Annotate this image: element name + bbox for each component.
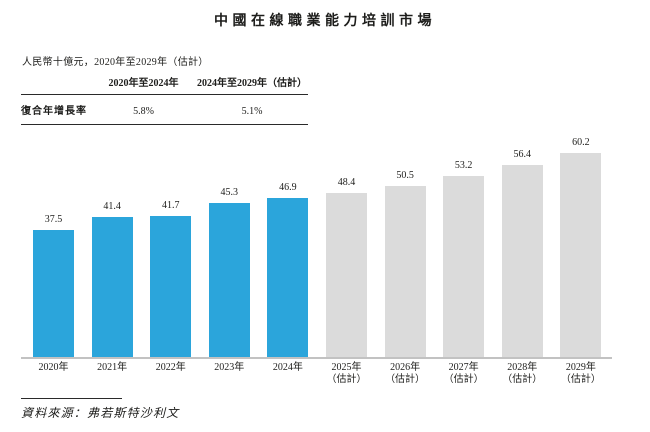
- bar-column: 60.2: [560, 137, 602, 358]
- bar-value-label: 60.2: [572, 137, 590, 148]
- category-label: 2024年: [272, 362, 303, 373]
- bar-actual: [150, 216, 192, 358]
- category-label: 2023年: [214, 362, 245, 373]
- category-label: 2026年 （估計）: [385, 362, 426, 385]
- page-title: 中國在線職業能力培訓市場: [214, 14, 436, 29]
- bar-value-label: 41.7: [161, 200, 180, 211]
- bar-actual: [208, 203, 250, 358]
- bar-column: 48.4: [325, 177, 367, 358]
- bar-chart-bars: 37.5 41.4 41.7 45.3 46.9 48.4 50.5 53.2 56.4 60.2: [33, 137, 602, 358]
- chart-subtitle: 人民幣十億元，2020年至2029年（估計）: [22, 57, 209, 68]
- bar-column: 41.4: [91, 201, 133, 358]
- cagr-table-header-row: 2020年至2024年 2024年至2029年（估計）: [21, 74, 308, 95]
- cagr-table: 2020年至2024年 2024年至2029年（估計） 復合年增長率 5.8% …: [21, 74, 308, 125]
- category-label: 2028年 （估計）: [502, 362, 543, 385]
- cagr-value-2024-2029: 5.1%: [241, 106, 263, 117]
- bar-value-label: 50.5: [396, 170, 414, 181]
- bar-value-label: 53.2: [454, 160, 473, 171]
- bar-chart-categories: 2020年 2021年 2022年 2023年 2024年 2025年 （估計） 2026年（…: [33, 362, 601, 386]
- category-label: 2020年: [38, 362, 69, 373]
- source-text: 資料來源：弗若斯特沙利文: [21, 406, 180, 420]
- bar-estimate: [501, 165, 543, 358]
- bar-value-label: 56.4: [513, 149, 532, 160]
- bar-value-label: 48.4: [337, 177, 356, 188]
- category-label: 2022年: [155, 362, 186, 373]
- bar-column: 50.5: [384, 170, 426, 358]
- category-label: 2021年: [97, 362, 128, 373]
- bar-estimate: [384, 186, 426, 358]
- bar-column: 41.7: [150, 200, 192, 358]
- bar-value-label: 37.5: [44, 214, 63, 225]
- cagr-value-2020-2024: 5.8%: [133, 106, 154, 117]
- x-axis-line: [21, 357, 612, 359]
- bar-actual: [33, 230, 74, 358]
- bar-estimate: [325, 193, 367, 358]
- bar-value-label: 46.9: [279, 182, 297, 193]
- bar-estimate: [560, 153, 602, 358]
- bar-column: 46.9: [267, 182, 309, 358]
- cagr-table-data-row: 復合年增長率 5.8% 5.1%: [21, 95, 308, 125]
- cagr-col-header-2020-2024: 2020年至2024年: [108, 78, 179, 89]
- cagr-row-label: 復合年增長率: [21, 106, 87, 117]
- bar-actual: [267, 198, 309, 358]
- bar-value-label: 45.3: [220, 187, 239, 198]
- bar-column: 56.4: [501, 149, 543, 358]
- bar-value-label: 41.4: [103, 201, 121, 212]
- bar-column: 45.3: [208, 187, 250, 358]
- category-label: 2025年 （估計）: [326, 362, 367, 385]
- cagr-col-header-2024-2029: 2024年至2029年（估計）: [197, 78, 307, 89]
- bar-column: 53.2: [443, 160, 485, 358]
- category-label: 2027年 （估計）: [443, 362, 484, 385]
- bar-actual: [91, 217, 133, 358]
- bar-estimate: [443, 176, 485, 358]
- category-label: 2029年 （估計）: [560, 362, 601, 385]
- bar-column: 37.5: [33, 214, 74, 358]
- source-rule: [21, 398, 122, 399]
